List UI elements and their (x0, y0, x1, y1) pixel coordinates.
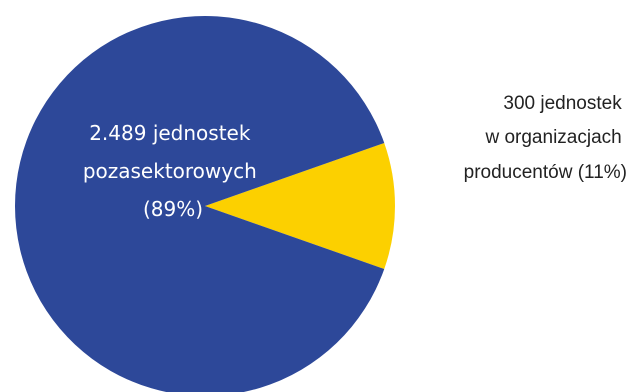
slice-label-pozasektorowe-line-3: (89%) (143, 197, 203, 221)
slice-label-organizacje-line-3: producentów (11%) (464, 162, 627, 183)
slice-label-organizacje: 300 jednostek w organizacjach producentó… (464, 93, 627, 183)
slice-label-pozasektorowe-line-2: pozasektorowych (83, 159, 257, 183)
pie-slices (15, 16, 395, 392)
pie-slice-pozasektorowe (15, 16, 385, 392)
slice-label-pozasektorowe-line-1: 2.489 jednostek (89, 121, 251, 145)
pie-slice-organizacje (205, 143, 395, 269)
slice-label-organizacje-line-1: 300 jednostek (503, 93, 622, 114)
slice-label-pozasektorowe: 2.489 jednostek pozasektorowych (89%) (83, 121, 263, 221)
slice-label-organizacje-line-2: w organizacjach (484, 127, 621, 148)
